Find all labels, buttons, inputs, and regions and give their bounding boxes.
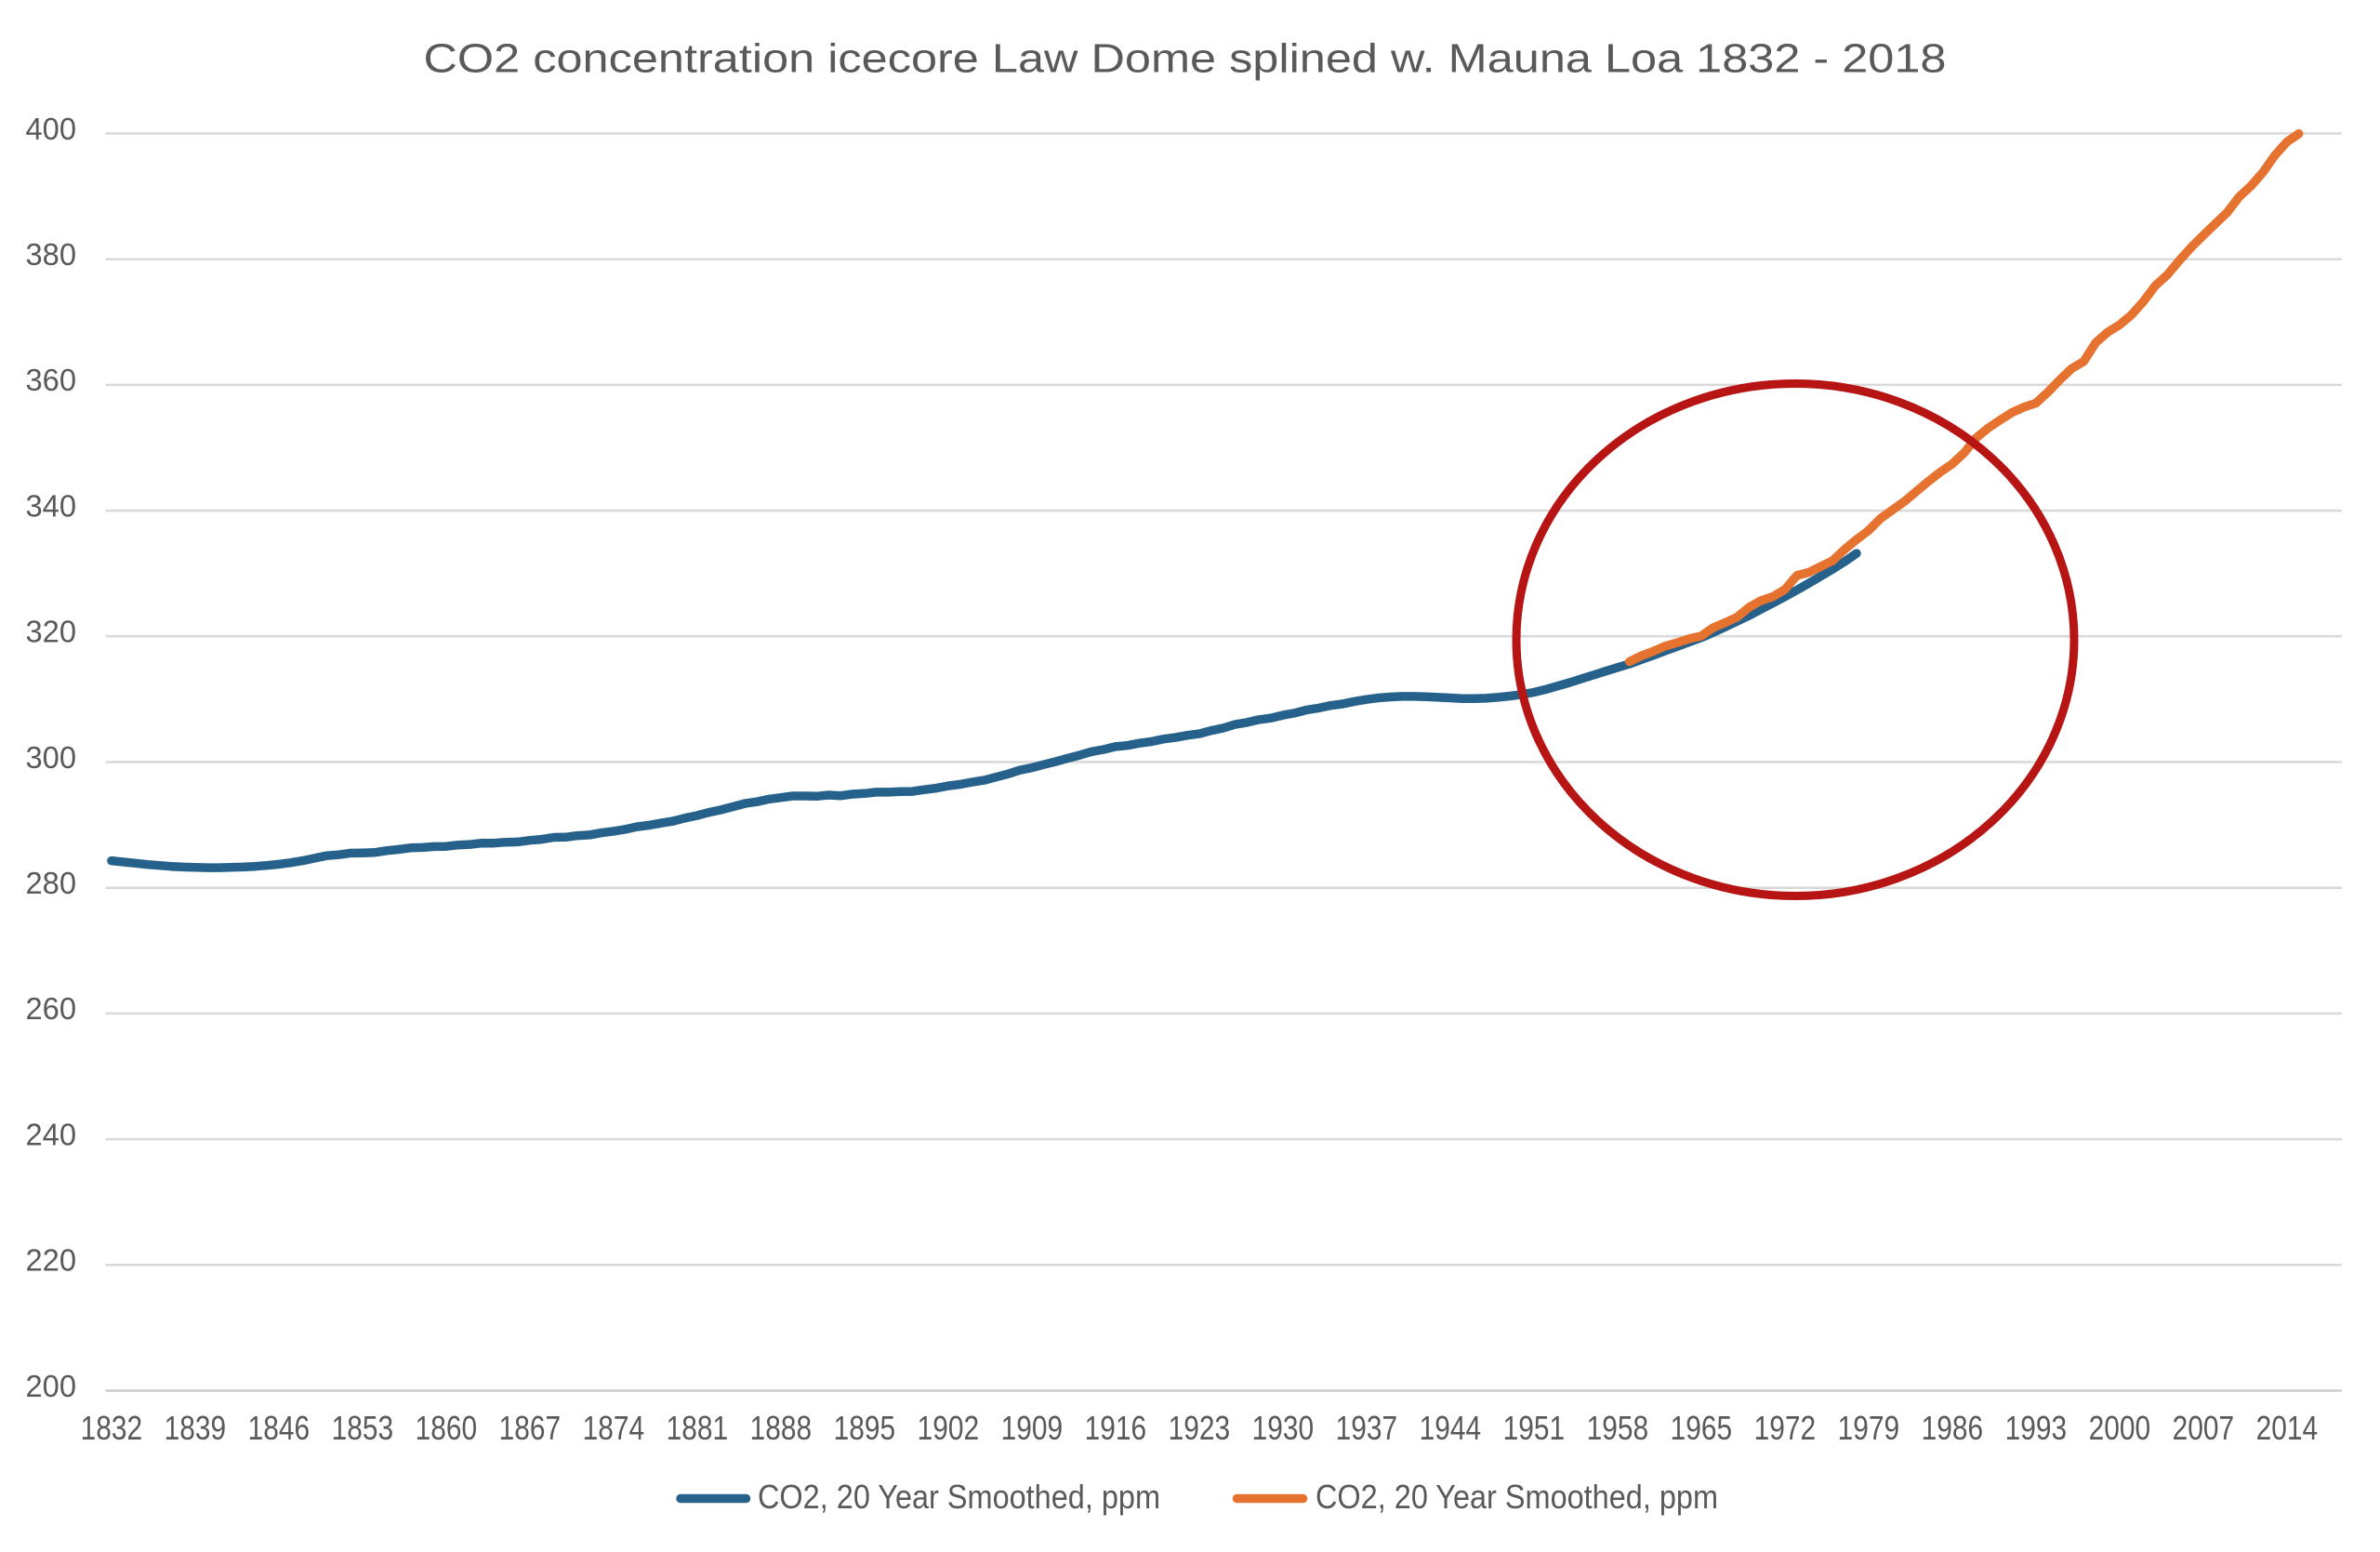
svg-text:1853: 1853 (332, 1409, 394, 1447)
svg-text:260: 260 (26, 991, 77, 1026)
svg-text:1958: 1958 (1587, 1409, 1649, 1447)
svg-text:1888: 1888 (750, 1409, 813, 1447)
svg-text:1944: 1944 (1420, 1409, 1482, 1447)
svg-text:CO2 concentration icecore Law: CO2 concentration icecore Law Dome splin… (424, 36, 1947, 82)
svg-text:1986: 1986 (1922, 1409, 1984, 1447)
svg-text:2007: 2007 (2173, 1409, 2235, 1447)
svg-text:1839: 1839 (165, 1409, 227, 1447)
svg-text:1881: 1881 (667, 1409, 729, 1447)
svg-text:1867: 1867 (499, 1409, 562, 1447)
svg-text:1937: 1937 (1336, 1409, 1398, 1447)
svg-text:280: 280 (26, 866, 77, 900)
svg-text:340: 340 (26, 488, 77, 523)
svg-text:1846: 1846 (248, 1409, 311, 1447)
svg-text:1930: 1930 (1252, 1409, 1315, 1447)
svg-text:1909: 1909 (1001, 1409, 1064, 1447)
svg-text:1895: 1895 (834, 1409, 896, 1447)
svg-text:360: 360 (26, 363, 77, 397)
svg-text:400: 400 (26, 112, 77, 146)
svg-text:2014: 2014 (2256, 1409, 2319, 1447)
svg-text:CO2, 20 Year Smoothed, ppm: CO2, 20 Year Smoothed, ppm (1316, 1478, 1718, 1516)
svg-text:1993: 1993 (2005, 1409, 2068, 1447)
svg-text:1951: 1951 (1503, 1409, 1566, 1447)
svg-text:1874: 1874 (583, 1409, 645, 1447)
svg-text:240: 240 (26, 1117, 77, 1151)
svg-text:320: 320 (26, 615, 77, 649)
svg-text:1832: 1832 (81, 1409, 143, 1447)
svg-text:1972: 1972 (1754, 1409, 1817, 1447)
svg-text:CO2, 20 Year Smoothed, ppm: CO2, 20 Year Smoothed, ppm (758, 1478, 1160, 1516)
svg-text:1860: 1860 (416, 1409, 478, 1447)
svg-text:1979: 1979 (1838, 1409, 1900, 1447)
svg-text:2000: 2000 (2089, 1409, 2151, 1447)
svg-text:380: 380 (26, 237, 77, 272)
svg-text:1923: 1923 (1169, 1409, 1231, 1447)
svg-text:300: 300 (26, 740, 77, 775)
svg-text:1916: 1916 (1085, 1409, 1147, 1447)
svg-text:200: 200 (26, 1369, 77, 1403)
svg-text:1965: 1965 (1671, 1409, 1733, 1447)
svg-text:1902: 1902 (918, 1409, 980, 1447)
svg-text:220: 220 (26, 1243, 77, 1278)
